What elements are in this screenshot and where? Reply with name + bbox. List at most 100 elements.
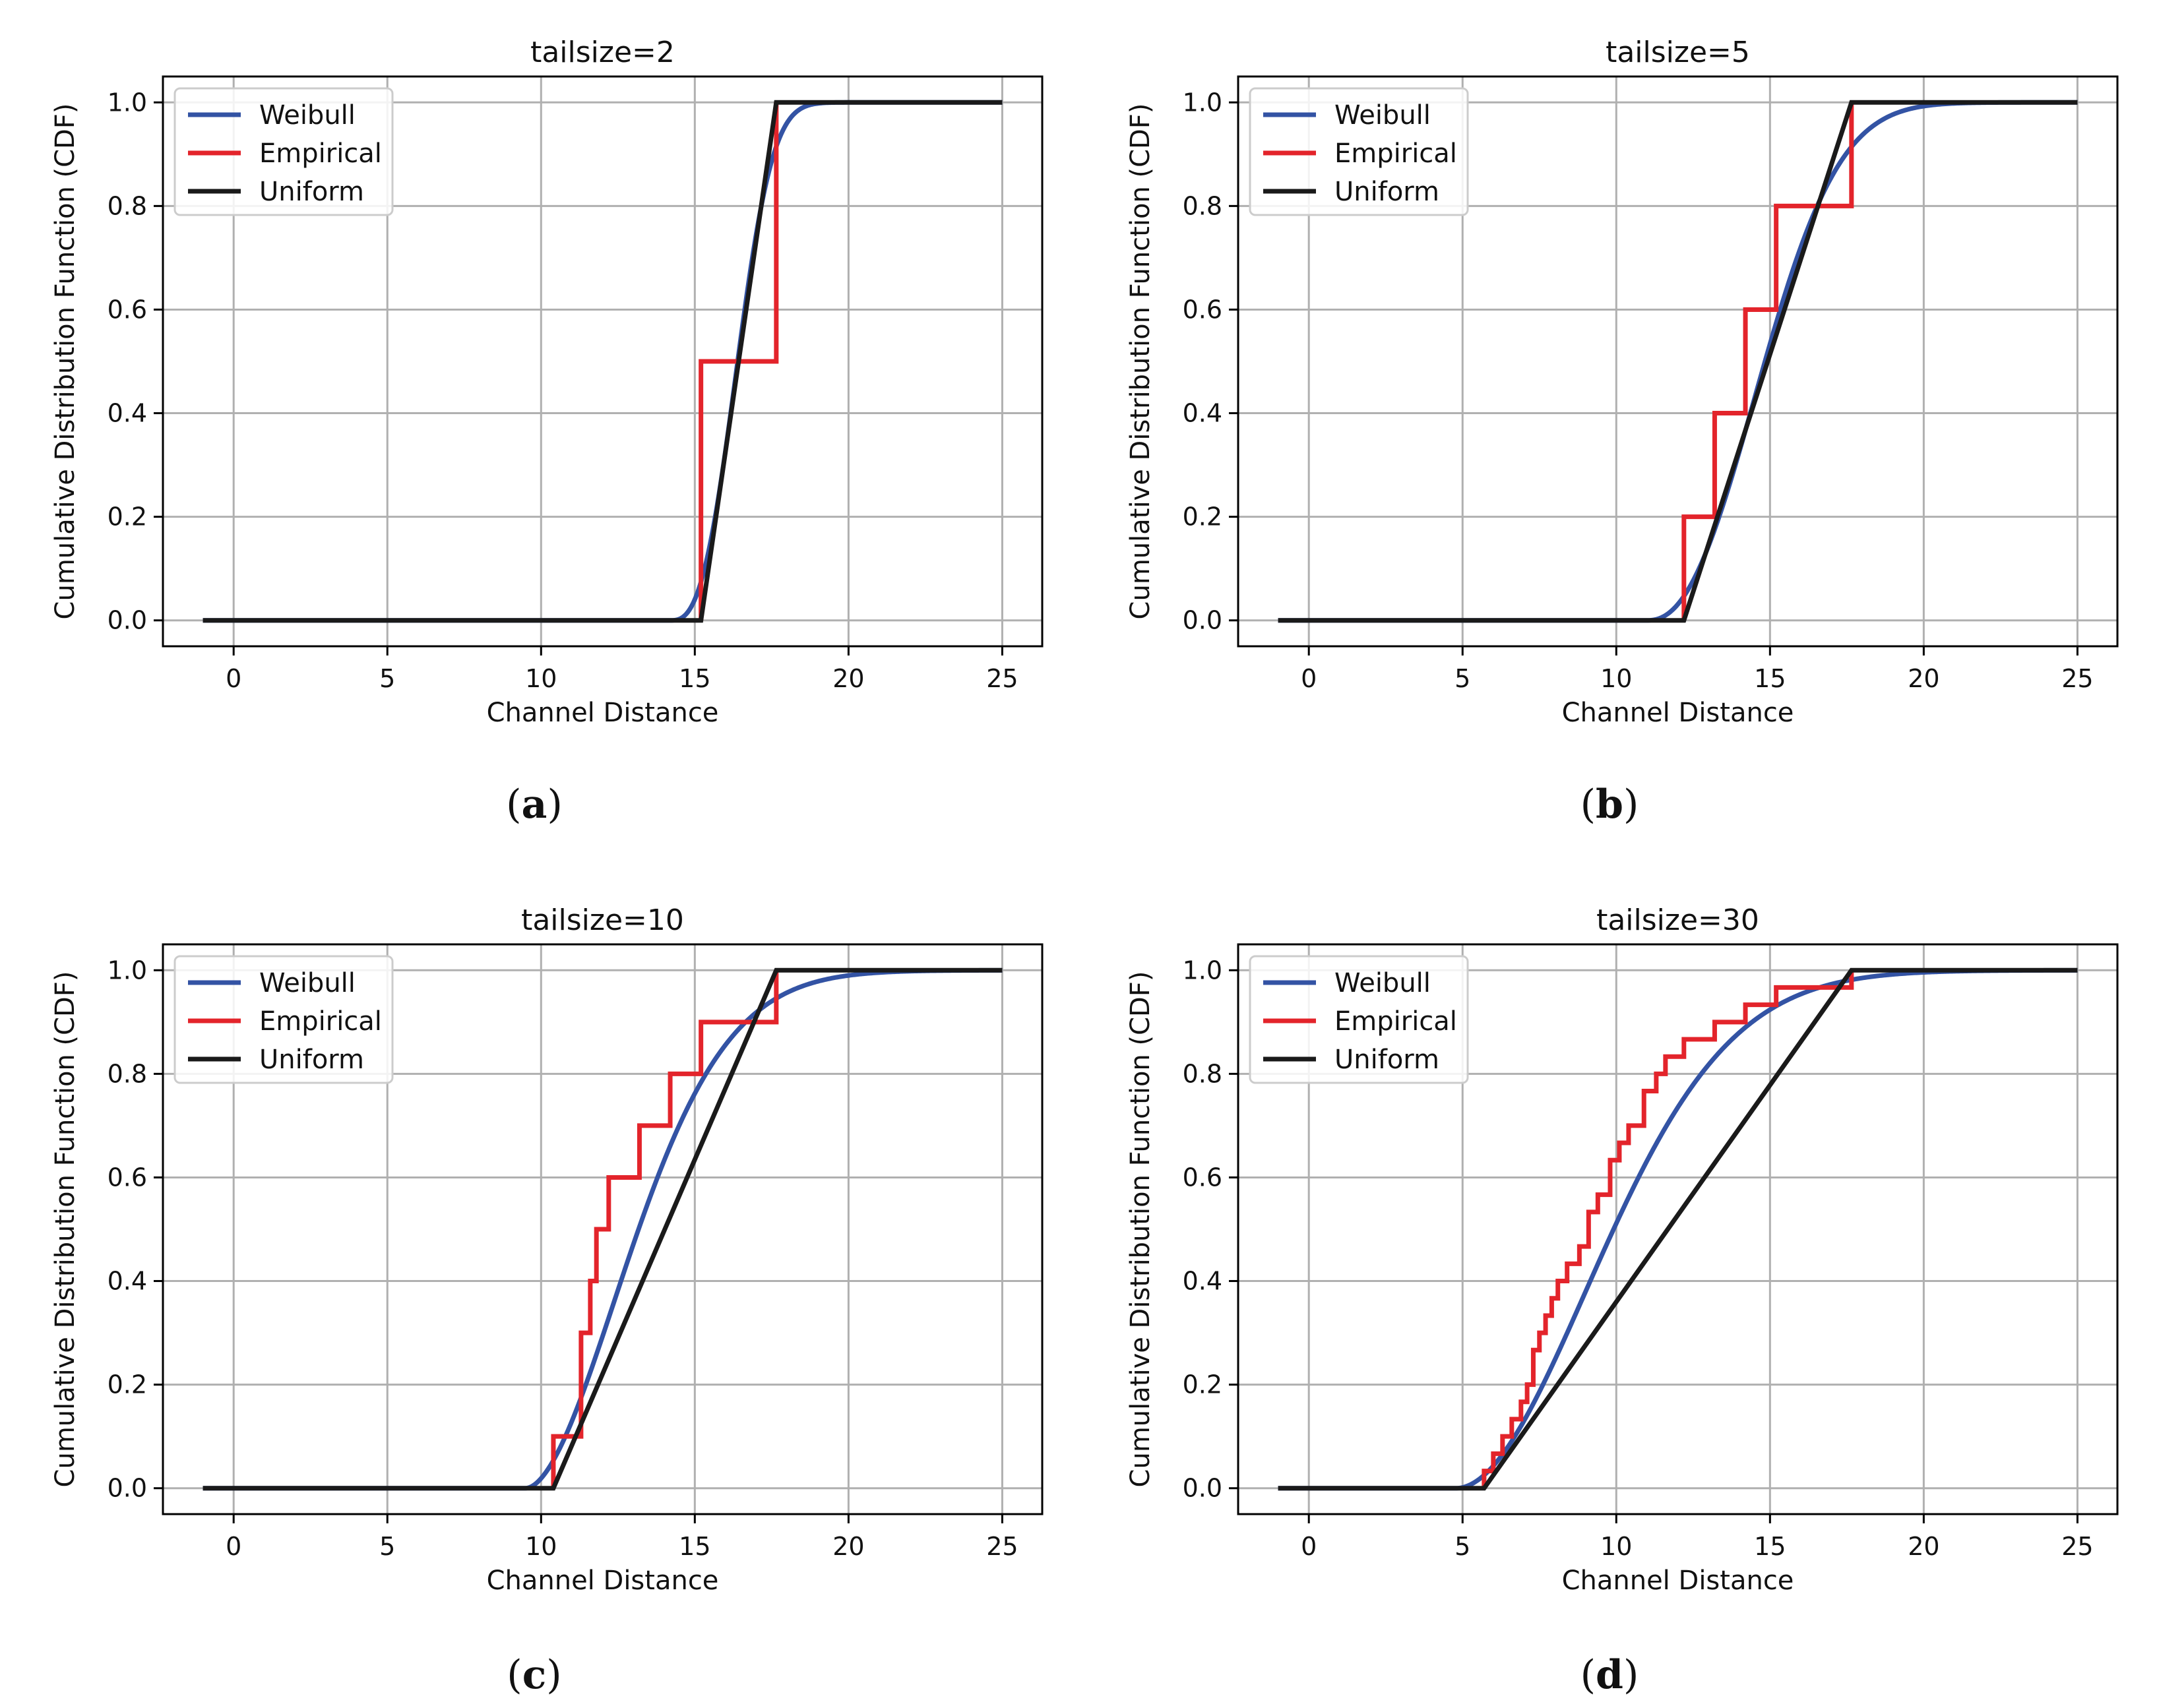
panel-caption-a: (a)	[506, 781, 563, 828]
panel-a-legend-label-empirical: Empirical	[259, 138, 382, 169]
panel-d-y-tick-label: 0.4	[1183, 1267, 1222, 1296]
panel-b-title: tailsize=5	[1606, 36, 1750, 69]
panel-b-y-tick-label: 0.0	[1183, 606, 1222, 635]
panel-c-x-tick-label: 5	[379, 1532, 395, 1561]
panel-c-x-tick-label: 15	[679, 1532, 710, 1561]
panel-b-legend-label-weibull: Weibull	[1334, 100, 1431, 131]
panel-a-x-tick-label: 5	[379, 664, 395, 693]
panel-caption-b: (b)	[1580, 781, 1639, 828]
panel-d-y-axis-label: Cumulative Distribution Function (CDF)	[1125, 971, 1156, 1488]
panel-d-y-tick-label: 0.8	[1183, 1059, 1222, 1088]
panel-c-y-tick-label: 0.6	[108, 1163, 147, 1192]
panel-d-legend-box	[1249, 955, 1469, 1084]
panel-d-x-tick-label: 5	[1454, 1532, 1470, 1561]
panel-d-axes-frame	[1237, 943, 2119, 1515]
panel-b-y-tick-label: 0.8	[1183, 191, 1222, 220]
panel-c-series-empirical-line	[551, 970, 779, 1488]
panel-d-title: tailsize=30	[1596, 903, 1759, 937]
panel-c-y-tick-label: 0.0	[108, 1474, 147, 1503]
panel-b-y-tick-label: 0.6	[1183, 295, 1222, 324]
panel-a-title: tailsize=2	[530, 36, 675, 69]
panel-d-x-tick-label: 0	[1301, 1532, 1317, 1561]
panel-b-x-tick-label: 15	[1754, 664, 1786, 693]
panel-a-series-group	[203, 100, 1003, 623]
panel-c-y-axis-label: Cumulative Distribution Function (CDF)	[50, 971, 80, 1488]
panel-d-y-tick-label: 0.2	[1183, 1370, 1222, 1399]
panel-b-x-tick-label: 25	[2061, 664, 2093, 693]
panel-c-title: tailsize=10	[521, 903, 684, 937]
panel-b-y-tick-label: 0.2	[1183, 503, 1222, 532]
panel-b-legend: Weibull Empirical Uniform	[1249, 87, 1469, 216]
panel-caption-d: (d)	[1580, 1652, 1639, 1698]
panel-a-chart: 0 5 10 15 20 25 0.0 0.2 0.4 0.6 0.8 1.0 tailsize=2 Ch…	[50, 36, 1044, 728]
panel-a-x-tick-label: 15	[679, 664, 710, 693]
panel-a-x-axis-label: Channel Distance	[487, 698, 719, 728]
panel-c-x-axis-label: Channel Distance	[487, 1566, 719, 1596]
panel-d-x-tick-label: 20	[1908, 1532, 1939, 1561]
panel-a-y-tick-label: 0.0	[108, 606, 147, 635]
panel-c-legend-label-weibull: Weibull	[259, 968, 356, 998]
panel-c-x-tick-label: 20	[832, 1532, 864, 1561]
panel-d-x-tick-label: 15	[1754, 1532, 1786, 1561]
panel-b-x-axis-label: Channel Distance	[1562, 698, 1794, 728]
panel-b-x-tick-label: 20	[1908, 664, 1939, 693]
panel-a-x-tick-label: 25	[986, 664, 1018, 693]
panel-c-x-tick-label: 10	[525, 1532, 557, 1561]
panel-d-x-tick-label: 25	[2061, 1532, 2093, 1561]
panel-b-y-tick-label: 0.4	[1183, 399, 1222, 428]
panel-c-x-tick-label: 25	[986, 1532, 1018, 1561]
panel-a-x-tick-label: 10	[525, 664, 557, 693]
panel-d-x-tick-label: 10	[1600, 1532, 1632, 1561]
panel-d-chart: 0 5 10 15 20 25 0.0 0.2 0.4 0.6 0.8 1.0 tailsize=30 C…	[1125, 903, 2119, 1596]
panel-d-legend-label-empirical: Empirical	[1334, 1006, 1457, 1037]
panel-d-legend-label-weibull: Weibull	[1334, 968, 1431, 998]
panel-b-legend-box	[1249, 87, 1469, 216]
panel-d-y-tick-label: 0.0	[1183, 1474, 1222, 1503]
panel-c-legend-label-uniform: Uniform	[259, 1045, 364, 1075]
panel-b-series-group	[1278, 100, 2078, 623]
panel-d-series-empirical-line	[1482, 970, 1854, 1488]
panel-d-series-group	[1278, 967, 2078, 1491]
panel-b-axes-frame	[1237, 75, 2119, 648]
panel-b-legend-label-empirical: Empirical	[1334, 138, 1457, 169]
panel-c-series-uniform-line	[203, 967, 1003, 1491]
panel-a-series-uniform-line	[203, 100, 1003, 623]
panel-d-x-axis-label: Channel Distance	[1562, 1566, 1794, 1596]
panel-d-legend: Weibull Empirical Uniform	[1249, 955, 1469, 1084]
panel-b-x-tick-label: 10	[1600, 664, 1632, 693]
panel-c-legend: Weibull Empirical Uniform	[173, 955, 394, 1084]
panel-a-y-tick-label: 0.2	[108, 503, 147, 532]
panel-b-series-empirical-line	[1681, 102, 1854, 621]
panel-c-y-tick-label: 0.8	[108, 1059, 147, 1088]
panel-a-axes-frame	[162, 75, 1044, 648]
panel-a-y-tick-label: 1.0	[108, 88, 147, 117]
panel-c-chart: 0 5 10 15 20 25 0.0 0.2 0.4 0.6 0.8 1.0 tailsize=10 C…	[50, 903, 1044, 1596]
panel-a-legend-label-weibull: Weibull	[259, 100, 356, 131]
panel-a-legend-box	[173, 87, 394, 216]
panel-c-x-tick-label: 0	[226, 1532, 241, 1561]
panel-b-y-axis-label: Cumulative Distribution Function (CDF)	[1125, 104, 1156, 620]
panel-c-legend-label-empirical: Empirical	[259, 1006, 382, 1037]
panel-a-y-tick-label: 0.8	[108, 191, 147, 220]
panel-c-series-group	[203, 967, 1003, 1491]
panel-a-legend-label-uniform: Uniform	[259, 177, 364, 207]
panel-c-y-tick-label: 0.2	[108, 1370, 147, 1399]
panel-caption-c: (c)	[507, 1652, 562, 1698]
panel-d-y-tick-label: 1.0	[1183, 956, 1222, 985]
panel-c-axes-frame	[162, 943, 1044, 1515]
panel-a-y-axis-label: Cumulative Distribution Function (CDF)	[50, 104, 80, 620]
panel-b-chart: 0 5 10 15 20 25 0.0 0.2 0.4 0.6 0.8 1.0 tailsize=5 Ch…	[1125, 36, 2119, 728]
panel-d-y-tick-label: 0.6	[1183, 1163, 1222, 1192]
panel-b-x-tick-label: 5	[1454, 664, 1470, 693]
panel-b-y-tick-label: 1.0	[1183, 88, 1222, 117]
panel-b-x-tick-label: 0	[1301, 664, 1317, 693]
panel-a-y-tick-label: 0.4	[108, 399, 147, 428]
panel-d-legend-label-uniform: Uniform	[1334, 1045, 1439, 1075]
panel-a-x-tick-label: 0	[226, 664, 241, 693]
panel-a-legend: Weibull Empirical Uniform	[173, 87, 394, 216]
panel-a-y-tick-label: 0.6	[108, 295, 147, 324]
panel-c-y-tick-label: 1.0	[108, 956, 147, 985]
panel-b-series-uniform-line	[1278, 100, 2078, 623]
panel-d-series-uniform-line	[1278, 967, 2078, 1491]
